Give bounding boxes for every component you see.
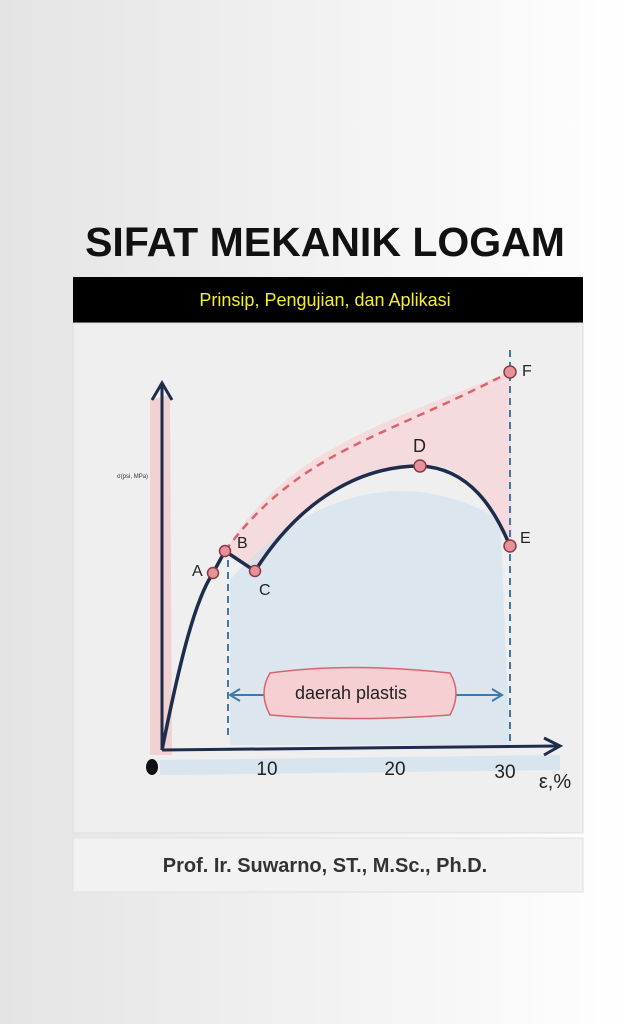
x-shade: [160, 755, 560, 775]
author: Prof. Ir. Suwarno, ST., M.Sc., Ph.D.: [163, 855, 488, 877]
point-label: E: [520, 530, 531, 547]
illustration: A B C D E F σ(psi, MPa) 10 20 30 ε,% dae…: [117, 350, 571, 793]
point-label: C: [259, 582, 271, 599]
point: [503, 365, 517, 379]
y-axis-label: σ(psi, MPa): [117, 474, 148, 480]
x-arrow: [543, 736, 564, 757]
point: [503, 539, 517, 553]
point-label: B: [237, 535, 248, 552]
dashed-curve: [223, 370, 511, 552]
region-arrowheads: [228, 688, 504, 702]
subtitle-bar: [73, 277, 583, 323]
title: SIFAT MEKANIK LOGAM: [85, 219, 565, 265]
x-tick-label: 30: [494, 762, 515, 783]
point: [218, 544, 232, 558]
point: [206, 566, 220, 580]
region-label: daerah plastis: [295, 683, 407, 703]
origin-dot: [146, 759, 158, 775]
subtitle: Prinsip, Pengujian, dan Aplikasi: [199, 290, 450, 310]
point-label: F: [522, 363, 532, 380]
author-box: [72, 837, 584, 893]
stress-strain-curve: [160, 464, 512, 751]
y-arrow: [150, 380, 174, 401]
x-axis: [161, 744, 559, 752]
point-label: A: [192, 563, 203, 580]
x-axis-label: ε,%: [539, 771, 571, 793]
point: [413, 459, 427, 473]
x-tick-label: 10: [256, 759, 277, 780]
region-badge: [263, 666, 457, 720]
x-tick-label: 20: [384, 759, 405, 780]
point: [248, 564, 262, 578]
hardening-shade: [225, 372, 512, 571]
point-label: D: [413, 436, 426, 456]
